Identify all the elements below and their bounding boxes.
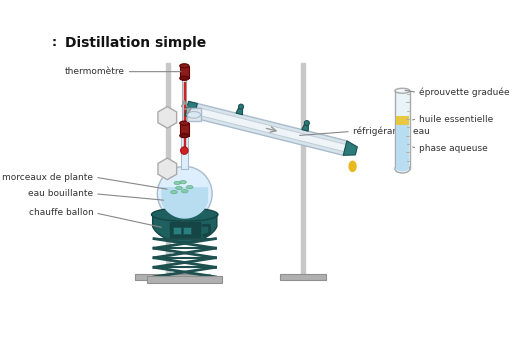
- Ellipse shape: [170, 190, 177, 194]
- Polygon shape: [185, 101, 197, 118]
- Bar: [396, 116, 409, 125]
- Bar: [181, 134, 188, 169]
- Text: eau bouillante: eau bouillante: [28, 189, 93, 198]
- Bar: [184, 82, 185, 150]
- Text: éprouvette graduée: éprouvette graduée: [419, 88, 509, 97]
- Ellipse shape: [180, 64, 189, 68]
- Bar: [301, 63, 305, 275]
- Circle shape: [157, 166, 212, 221]
- Ellipse shape: [174, 181, 181, 185]
- Text: chauffe ballon: chauffe ballon: [29, 208, 93, 217]
- Ellipse shape: [186, 185, 193, 189]
- Text: morceaux de plante: morceaux de plante: [3, 173, 93, 182]
- Bar: [395, 91, 410, 169]
- Bar: [183, 227, 190, 235]
- Text: phase aqueuse: phase aqueuse: [419, 144, 488, 153]
- Polygon shape: [153, 215, 217, 242]
- Bar: [173, 227, 181, 235]
- Bar: [170, 222, 200, 237]
- Bar: [182, 67, 186, 151]
- Circle shape: [239, 104, 244, 109]
- Polygon shape: [194, 103, 347, 155]
- Ellipse shape: [396, 165, 409, 171]
- Text: thermomètre: thermomètre: [65, 67, 125, 76]
- Text: :: :: [52, 36, 57, 49]
- Polygon shape: [343, 141, 357, 155]
- Bar: [187, 108, 201, 121]
- Polygon shape: [158, 107, 177, 128]
- Polygon shape: [195, 107, 346, 152]
- Polygon shape: [348, 161, 357, 172]
- Ellipse shape: [395, 88, 410, 93]
- Ellipse shape: [180, 121, 189, 125]
- Circle shape: [181, 147, 188, 154]
- Bar: [396, 125, 409, 168]
- Polygon shape: [161, 187, 208, 219]
- Ellipse shape: [180, 181, 186, 184]
- Ellipse shape: [187, 111, 201, 118]
- Polygon shape: [302, 123, 308, 131]
- Ellipse shape: [152, 208, 218, 221]
- Ellipse shape: [181, 190, 188, 193]
- Text: huile essentielle: huile essentielle: [419, 115, 493, 124]
- Ellipse shape: [180, 76, 189, 80]
- Bar: [180, 66, 189, 78]
- Polygon shape: [158, 158, 177, 180]
- Text: réfrigérant à eau: réfrigérant à eau: [353, 127, 430, 136]
- Bar: [147, 276, 222, 283]
- Ellipse shape: [176, 186, 182, 190]
- Ellipse shape: [180, 134, 189, 138]
- Circle shape: [304, 121, 309, 126]
- Bar: [135, 274, 210, 280]
- Bar: [180, 123, 189, 136]
- Ellipse shape: [395, 165, 410, 173]
- Text: Distillation simple: Distillation simple: [65, 36, 206, 50]
- Bar: [280, 274, 326, 280]
- Bar: [166, 63, 170, 275]
- Polygon shape: [236, 106, 243, 115]
